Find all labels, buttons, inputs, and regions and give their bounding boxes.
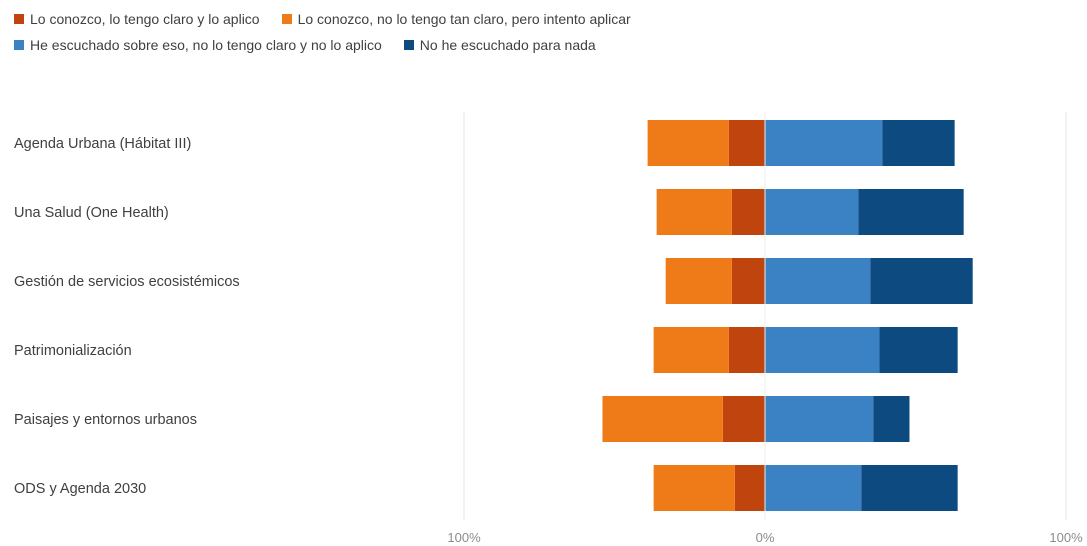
legend-row-2: He escuchado sobre eso, no lo tengo clar… — [14, 32, 1074, 58]
x-tick-label: 0% — [756, 530, 775, 545]
category-label: Patrimonialización — [14, 343, 132, 359]
legend-item: Lo conozco, no lo tengo tan claro, pero … — [281, 11, 631, 27]
legend-label: No he escuchado para nada — [419, 37, 596, 53]
category-label: ODS y Agenda 2030 — [14, 481, 146, 497]
bar-segment — [656, 189, 732, 235]
bar-segment — [765, 120, 883, 166]
legend: Lo conozco, lo tengo claro y lo aplico L… — [14, 6, 1074, 58]
x-tick-label: 100% — [447, 530, 481, 545]
bar-segment — [728, 327, 765, 373]
category-label: Agenda Urbana (Hábitat III) — [14, 136, 191, 152]
category-label: Gestión de servicios ecosistémicos — [14, 274, 240, 290]
legend-label: Lo conozco, no lo tengo tan claro, pero … — [297, 11, 631, 27]
bar-segment — [879, 327, 958, 373]
legend-item: Lo conozco, lo tengo claro y lo aplico — [14, 11, 260, 27]
bar-segment — [734, 465, 765, 511]
legend-item: He escuchado sobre eso, no lo tengo clar… — [14, 37, 382, 53]
bar-segment — [665, 258, 732, 304]
category-label: Una Salud (One Health) — [14, 205, 169, 221]
bar-segment — [647, 120, 729, 166]
bar-segment — [653, 327, 729, 373]
bar-segment — [731, 258, 765, 304]
bar-segment — [722, 396, 765, 442]
bar-segment — [765, 465, 862, 511]
x-tick-label: 100% — [1049, 530, 1083, 545]
legend-swatch — [281, 14, 292, 24]
bar-segment — [731, 189, 765, 235]
legend-swatch — [14, 14, 24, 24]
bar-segment — [765, 327, 880, 373]
legend-swatch — [403, 40, 414, 50]
bar-segment — [728, 120, 765, 166]
bar-segment — [861, 465, 958, 511]
bar-segment — [858, 189, 964, 235]
bar-segment — [882, 120, 955, 166]
bar-segment — [873, 396, 910, 442]
legend-swatch — [14, 40, 24, 50]
bar-segment — [765, 189, 859, 235]
bar-segment — [653, 465, 735, 511]
bar-segment — [765, 258, 871, 304]
bar-segment — [765, 396, 874, 442]
legend-row-1: Lo conozco, lo tengo claro y lo aplico L… — [14, 6, 1074, 32]
legend-item: No he escuchado para nada — [403, 37, 596, 53]
legend-label: Lo conozco, lo tengo claro y lo aplico — [30, 11, 260, 27]
legend-label: He escuchado sobre eso, no lo tengo clar… — [30, 37, 382, 53]
bar-segment — [870, 258, 973, 304]
category-label: Paisajes y entornos urbanos — [14, 412, 197, 428]
bar-segment — [602, 396, 723, 442]
